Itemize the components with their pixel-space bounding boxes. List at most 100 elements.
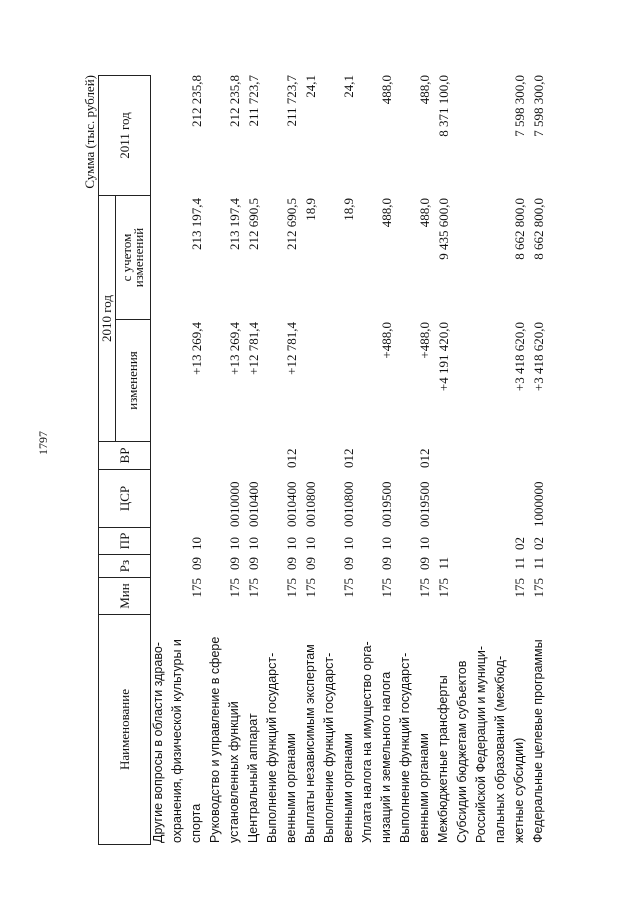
code-pr: 02 bbox=[512, 537, 527, 550]
value-with-changes: 18,9 bbox=[303, 198, 318, 221]
code-rz: 09 bbox=[246, 557, 261, 570]
header-2010: 2010 год bbox=[98, 195, 116, 442]
value-changes: +4 191 420,0 bbox=[436, 322, 451, 392]
code-rz: 09 bbox=[417, 557, 432, 570]
row-name-line: Федеральные целевые программы bbox=[531, 639, 545, 843]
row-name-line: Выполнение функций государст- bbox=[322, 652, 336, 843]
code-pr: 10 bbox=[417, 537, 432, 550]
row-name-line: жетные субсидии) bbox=[512, 737, 526, 843]
value-with-changes: 8 662 800,0 bbox=[531, 198, 546, 260]
header-csr: ЦСР bbox=[98, 469, 151, 528]
code-csr: 0010800 bbox=[341, 481, 356, 528]
code-pr: 10 bbox=[284, 537, 299, 550]
value-changes: +12 781,4 bbox=[284, 322, 299, 375]
value-with-changes: 488,0 bbox=[417, 198, 432, 228]
row-name-line: спорта bbox=[189, 803, 203, 843]
value-2011: 24,1 bbox=[303, 75, 318, 98]
header-2011: 2011 год bbox=[98, 75, 151, 196]
value-with-changes: 213 197,4 bbox=[227, 198, 242, 250]
row-name-line: низаций и земельного налога bbox=[379, 671, 393, 843]
code-csr: 0010400 bbox=[284, 481, 299, 528]
value-with-changes: 212 690,5 bbox=[284, 198, 299, 250]
value-changes: +488,0 bbox=[417, 322, 432, 359]
code-csr: 0010800 bbox=[303, 481, 318, 528]
code-pr: 10 bbox=[189, 537, 204, 550]
value-changes: +488,0 bbox=[379, 322, 394, 359]
value-with-changes: 8 662 800,0 bbox=[512, 198, 527, 260]
value-2011: 488,0 bbox=[417, 75, 432, 105]
value-with-changes: 213 197,4 bbox=[189, 198, 204, 250]
value-2011: 24,1 bbox=[341, 75, 356, 98]
code-pr: 10 bbox=[227, 537, 242, 550]
header-rz: Рз bbox=[98, 554, 151, 578]
code-min: 175 bbox=[246, 578, 261, 598]
row-name-line: Центральный аппарат bbox=[246, 713, 260, 843]
value-changes: +13 269,4 bbox=[227, 322, 242, 375]
code-min: 175 bbox=[189, 578, 204, 598]
header-min: Мин bbox=[98, 577, 151, 615]
code-csr: 1000000 bbox=[531, 481, 546, 528]
value-with-changes: 212 690,5 bbox=[246, 198, 261, 250]
header-name: Наименование bbox=[98, 614, 151, 845]
row-name-line: Российской Федерации и муници- bbox=[474, 645, 488, 843]
code-csr: 0010000 bbox=[227, 481, 242, 528]
value-with-changes: 488,0 bbox=[379, 198, 394, 228]
code-vr: 012 bbox=[417, 448, 432, 469]
code-vr: 012 bbox=[341, 448, 356, 469]
row-name-line: Выполнение функций государст- bbox=[398, 652, 412, 843]
code-rz: 11 bbox=[531, 557, 546, 570]
row-name-line: Другие вопросы в области здраво- bbox=[151, 642, 165, 843]
code-rz: 09 bbox=[227, 557, 242, 570]
code-pr: 10 bbox=[303, 537, 318, 550]
value-with-changes: 9 435 600,0 bbox=[436, 198, 451, 260]
header-vr: ВР bbox=[98, 441, 151, 470]
value-changes: +13 269,4 bbox=[189, 322, 204, 375]
code-min: 175 bbox=[512, 578, 527, 598]
value-changes: +3 418 620,0 bbox=[531, 322, 546, 392]
header-with-changes: с учетом изменений bbox=[115, 195, 151, 320]
row-name-line: Уплата налога на имущество орга- bbox=[360, 641, 374, 843]
code-csr: 0019500 bbox=[417, 481, 432, 528]
code-min: 175 bbox=[284, 578, 299, 598]
row-name-line: установленных функций bbox=[227, 701, 241, 843]
value-2011: 7 598 300,0 bbox=[512, 75, 527, 137]
code-pr: 10 bbox=[246, 537, 261, 550]
row-name-line: Субсидии бюджетам субъектов bbox=[455, 660, 469, 843]
value-2011: 7 598 300,0 bbox=[531, 75, 546, 137]
row-name-line: охранения, физической культуры и bbox=[170, 639, 184, 843]
code-min: 175 bbox=[303, 578, 318, 598]
code-min: 175 bbox=[531, 578, 546, 598]
code-min: 175 bbox=[341, 578, 356, 598]
value-2011: 211 723,7 bbox=[246, 75, 261, 127]
value-with-changes: 18,9 bbox=[341, 198, 356, 221]
code-rz: 09 bbox=[303, 557, 318, 570]
row-name-line: венными органами bbox=[341, 733, 355, 843]
page-number: 1797 bbox=[36, 431, 50, 455]
row-name-line: Руководство и управление в сфере bbox=[208, 636, 222, 843]
code-min: 175 bbox=[436, 578, 451, 598]
code-vr: 012 bbox=[284, 448, 299, 469]
value-changes: +3 418 620,0 bbox=[512, 322, 527, 392]
code-csr: 0010400 bbox=[246, 481, 261, 528]
row-name-line: пальных образований (межбюд- bbox=[493, 655, 507, 843]
header-pr: ПР bbox=[98, 527, 151, 555]
code-pr: 10 bbox=[341, 537, 356, 550]
row-name-line: Выплаты независимым экспертам bbox=[303, 644, 317, 843]
value-2011: 488,0 bbox=[379, 75, 394, 105]
code-rz: 09 bbox=[284, 557, 299, 570]
value-changes: +12 781,4 bbox=[246, 322, 261, 375]
code-rz: 09 bbox=[189, 557, 204, 570]
row-name-line: венными органами bbox=[284, 733, 298, 843]
value-2011: 212 235,8 bbox=[227, 75, 242, 127]
code-pr: 10 bbox=[379, 537, 394, 550]
row-name-line: Межбюджетные трансферты bbox=[436, 675, 450, 843]
code-rz: 09 bbox=[341, 557, 356, 570]
header-changes: изменения bbox=[115, 319, 151, 442]
code-min: 175 bbox=[417, 578, 432, 598]
value-2011: 212 235,8 bbox=[189, 75, 204, 127]
units-label: Сумма (тыс. рублей) bbox=[82, 75, 97, 189]
value-2011: 8 371 100,0 bbox=[436, 75, 451, 137]
code-csr: 0019500 bbox=[379, 481, 394, 528]
code-min: 175 bbox=[379, 578, 394, 598]
